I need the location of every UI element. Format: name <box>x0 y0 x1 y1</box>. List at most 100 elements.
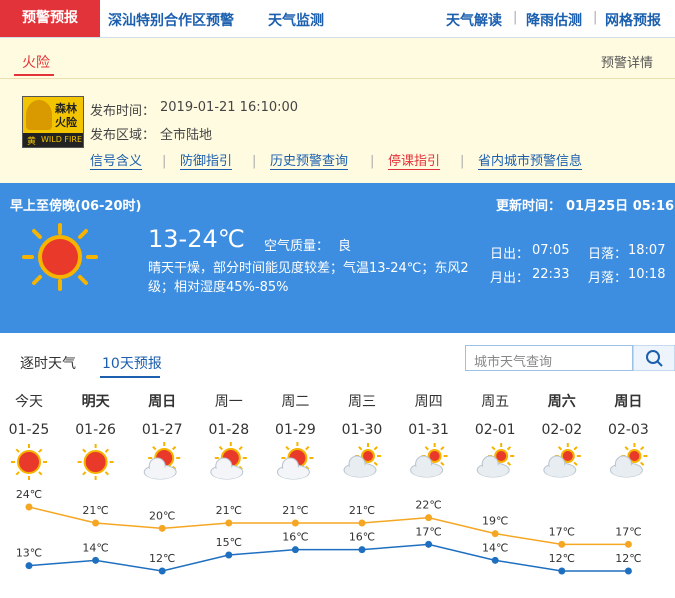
moonset-label: 月落： <box>588 271 628 286</box>
sun-ray <box>640 446 645 451</box>
description: 晴天干燥，部分时间能见度较差；气温13-24℃；东风2级；相对湿度45%-85% <box>148 261 469 295</box>
day-label: 周日 <box>148 394 176 410</box>
nav-link[interactable]: 天气解读 <box>446 13 502 29</box>
day-label: 周四 <box>415 394 443 410</box>
warning-tab[interactable]: 火险 <box>22 55 50 71</box>
sun-ray <box>424 446 429 451</box>
tab[interactable]: 逐时天气 <box>20 356 76 372</box>
warning-link[interactable]: 历史预警查询 <box>270 154 349 170</box>
sunset: 18:07 <box>628 243 666 258</box>
day-label: 周六 <box>548 393 576 410</box>
temp-label: 15℃ <box>216 536 242 549</box>
sun-ray <box>104 448 110 453</box>
nav-link[interactable]: 天气监测 <box>268 13 324 29</box>
sun-ray <box>440 461 445 466</box>
sun-ray <box>506 446 512 451</box>
temp-point <box>425 514 433 522</box>
temp-label: 14℃ <box>482 541 508 554</box>
cloud <box>345 465 375 477</box>
icon-text: WILD FIRE <box>41 135 83 144</box>
day-label: 今天 <box>15 394 43 410</box>
weather-icon <box>276 442 314 480</box>
sunset-label: 日落： <box>588 247 628 262</box>
search-button[interactable] <box>633 345 675 371</box>
temp-label: 14℃ <box>82 541 108 554</box>
temp-point <box>92 519 100 527</box>
forecast: 今天 01-25 明天 01-26 周日 01-27 周一 01-28 周二 01-29 周三 01-… <box>9 393 649 575</box>
temp-point <box>358 519 366 527</box>
sun-ray <box>152 445 157 451</box>
sun-ray <box>557 446 563 451</box>
nav-bar: 预警预报 深汕特别合作区预警 天气监测 天气解读 | 降雨估测 | 网格预报 <box>0 0 675 38</box>
nav-link[interactable]: 深汕特别合作区预警 <box>108 13 234 29</box>
tab-underline <box>100 376 160 378</box>
sun <box>494 449 509 463</box>
date-label: 01-27 <box>142 422 183 438</box>
separator: | <box>460 154 465 169</box>
day-label: 周一 <box>215 394 243 410</box>
warning-link[interactable]: 省内城市预警信息 <box>478 154 583 170</box>
sun-ray <box>38 471 43 476</box>
date-label: 02-03 <box>608 422 649 438</box>
temp-point <box>624 567 632 575</box>
temp-point <box>291 519 299 527</box>
day-label: 周二 <box>281 394 309 410</box>
warning-link[interactable]: 停课指引 <box>388 154 441 170</box>
nav-active[interactable]: 预警预报 <box>0 0 100 37</box>
warning-link[interactable]: 信号含义 <box>90 154 143 170</box>
temp-label: 16℃ <box>349 531 375 544</box>
sun-ray <box>573 461 578 466</box>
date-label: 01-30 <box>342 422 383 438</box>
warning-link[interactable]: 防御指引 <box>180 154 233 170</box>
nav-link[interactable]: 网格预报 <box>605 13 661 29</box>
temp-point <box>558 540 566 548</box>
sun-ray <box>15 448 20 453</box>
fire-graphic <box>26 100 52 130</box>
sun-ray <box>573 446 578 451</box>
nav-link[interactable]: 降雨估测 <box>526 13 582 29</box>
temp-line <box>28 506 629 546</box>
tab-active[interactable]: 10天预报 <box>102 356 162 372</box>
day-label: 周日 <box>614 394 642 410</box>
day-label: 周五 <box>481 394 509 410</box>
area-label: 发布区域： <box>90 128 156 143</box>
warning-panel: 火险 预警详情 森林 火险 黄 WILD FIRE 发布时间： 2019-01-… <box>0 38 675 183</box>
sun-ray <box>218 445 224 451</box>
date-label: 01-31 <box>408 422 449 438</box>
weather-icon <box>11 444 47 480</box>
temp-label: 16℃ <box>282 531 308 544</box>
temp-label: 17℃ <box>615 525 641 538</box>
warning-detail[interactable]: 预警详情 <box>601 56 654 71</box>
temp-point <box>25 562 33 570</box>
time-label: 发布时间： <box>90 104 156 119</box>
date-label: 01-28 <box>208 422 249 438</box>
divider <box>0 78 675 79</box>
search-box[interactable]: 城市天气查询 <box>465 345 633 371</box>
weather-icon <box>543 443 581 478</box>
weather-icon <box>210 442 247 480</box>
date-label: 02-02 <box>541 422 582 438</box>
sun-ray <box>624 446 629 451</box>
sun <box>427 449 442 463</box>
temp-label: 21℃ <box>282 504 308 517</box>
cloud <box>544 465 575 477</box>
area: 全市陆地 <box>160 128 213 143</box>
separator: | <box>593 10 598 25</box>
temp-point <box>158 524 166 532</box>
weather-icon <box>609 443 648 478</box>
sun-icon <box>22 223 98 291</box>
sun-ray <box>373 446 378 451</box>
sun-ray <box>506 461 512 466</box>
date-label: 01-26 <box>75 422 116 438</box>
temp-point <box>358 546 366 554</box>
cloud <box>145 467 176 479</box>
temp-label: 24℃ <box>16 488 42 501</box>
separator: | <box>162 154 167 169</box>
sun-ray <box>82 471 87 476</box>
temp-label: 20℃ <box>149 509 175 522</box>
sun-ray <box>104 471 110 476</box>
temp-point <box>558 567 566 575</box>
temp-label: 12℃ <box>549 552 575 565</box>
moonset: 10:18 <box>628 267 666 282</box>
update-label: 更新时间： <box>496 199 562 214</box>
